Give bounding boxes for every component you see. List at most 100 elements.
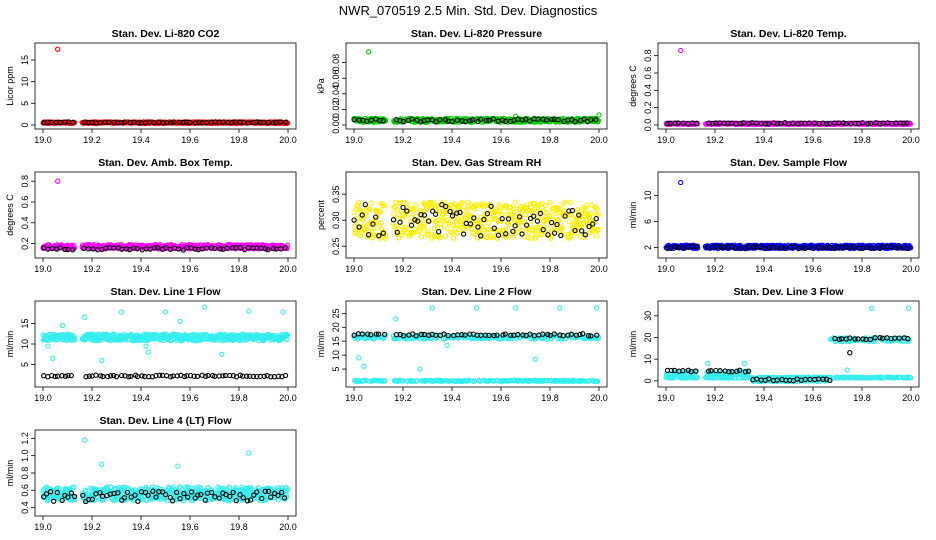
x-tick-label: 19.8 [230, 135, 248, 145]
x-tick-label: 19.2 [83, 264, 101, 274]
data-point [486, 117, 492, 123]
data-point [543, 117, 550, 123]
data-point [368, 117, 374, 123]
y-axis-label: ml/min [5, 460, 15, 487]
x-tick-label: 19.4 [132, 264, 150, 274]
y-tick-label: 0.6 [20, 484, 30, 497]
y-tick-label: 5 [331, 367, 341, 372]
y-tick-label: 10 [20, 339, 30, 349]
data-point [70, 119, 76, 126]
data-point [409, 116, 415, 122]
data-point [450, 235, 457, 241]
data-point [417, 366, 423, 372]
data-point [351, 223, 358, 229]
data-point [544, 222, 550, 228]
x-tick-label: 19.0 [657, 393, 675, 403]
data-point [356, 355, 362, 361]
y-tick-label: 5 [20, 101, 30, 106]
data-point [725, 120, 731, 126]
y-tick-label: 0.30 [331, 211, 341, 229]
data-points [351, 49, 602, 125]
data-point [390, 211, 397, 217]
data-point [678, 47, 684, 54]
data-point [514, 116, 521, 122]
data-point [254, 119, 260, 125]
data-point [118, 309, 125, 315]
data-point [260, 119, 267, 126]
x-tick-label: 19.6 [804, 135, 822, 145]
data-point [542, 202, 549, 209]
data-point [220, 119, 226, 125]
data-point [593, 117, 599, 123]
data-point [59, 322, 66, 329]
data-point [171, 119, 177, 125]
data-point [477, 116, 484, 122]
chart-title: Stan. Dev. Li-820 Temp. [730, 28, 846, 40]
data-point [572, 118, 578, 125]
data-point [177, 318, 183, 325]
data-points [663, 47, 914, 127]
x-tick-label: 19.8 [230, 522, 248, 532]
data-point [905, 305, 912, 311]
chart-title: Stan. Dev. Line 3 Flow [733, 286, 844, 298]
y-tick-label: 15 [331, 336, 341, 346]
x-tick-label: 19.4 [755, 393, 773, 403]
x-tick-label: 19.6 [181, 135, 199, 145]
x-tick-label: 19.8 [230, 264, 248, 274]
data-point [277, 119, 284, 125]
x-tick-label: 20.0 [902, 135, 920, 145]
data-point [512, 199, 518, 205]
data-point [444, 342, 450, 349]
data-point [449, 118, 455, 125]
data-point [162, 309, 169, 315]
x-tick-label: 20.0 [279, 135, 297, 145]
x-tick-label: 19.2 [706, 135, 724, 145]
data-point [741, 360, 748, 367]
data-point [869, 305, 875, 311]
data-point [246, 308, 252, 314]
plot-frame [345, 42, 608, 130]
data-point [429, 305, 436, 311]
data-point [462, 118, 468, 125]
data-point [678, 179, 684, 186]
data-point [232, 119, 238, 125]
x-tick-label: 19.4 [132, 135, 150, 145]
chart-title: Stan. Dev. Amb. Box Temp. [98, 157, 233, 169]
data-point [675, 120, 681, 126]
x-tick-label: 19.2 [394, 393, 412, 403]
data-point [588, 117, 594, 123]
data-point [667, 120, 673, 126]
data-point [680, 120, 686, 126]
data-point [55, 178, 61, 184]
plot-frame [34, 429, 297, 517]
x-tick-label: 19.0 [34, 393, 52, 403]
data-point [229, 119, 235, 126]
data-point [527, 118, 533, 124]
data-point [844, 367, 850, 373]
x-tick-label: 19.4 [132, 393, 150, 403]
x-tick-label: 19.8 [853, 135, 871, 145]
y-axis-label: Licor ppm [5, 66, 15, 106]
data-point [534, 218, 541, 224]
y-tick-label: 0.4 [20, 217, 30, 230]
data-point [145, 349, 151, 355]
data-point [436, 229, 442, 235]
y-axis-label: ml/min [5, 331, 15, 358]
chart-panel-4: Stan. Dev. Amb. Box Temp.19.0 19.2 19.4 19.… [5, 157, 297, 274]
data-point [397, 118, 403, 124]
data-point [187, 119, 193, 126]
data-point [270, 120, 276, 126]
data-point [522, 116, 529, 122]
x-tick-label: 19.2 [83, 135, 101, 145]
data-point [503, 118, 509, 124]
data-point [566, 218, 572, 225]
x-tick-label: 19.8 [541, 264, 559, 274]
data-point [555, 117, 561, 123]
data-point [219, 351, 225, 357]
data-point [765, 121, 772, 127]
data-point [82, 314, 88, 320]
